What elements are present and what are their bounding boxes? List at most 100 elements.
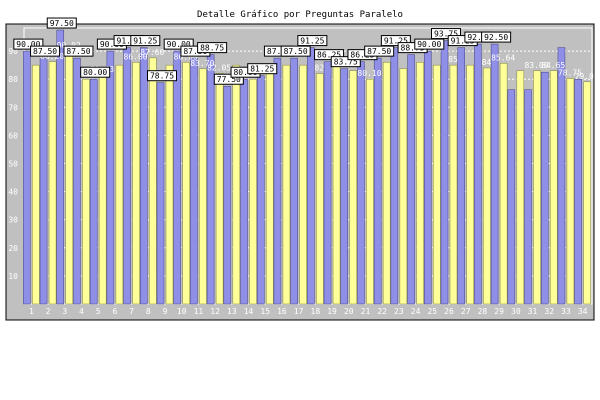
y-tick-label: 90 — [8, 47, 18, 56]
bar-series-b — [249, 78, 257, 305]
x-tick-label: 25 — [427, 307, 437, 316]
data-label-series-a: 92.50 — [484, 33, 508, 42]
x-tick-label: 2 — [46, 307, 51, 316]
data-label-box — [414, 38, 445, 50]
x-tick-label: 15 — [260, 307, 270, 316]
data-label-series-a: 87.50 — [66, 47, 90, 56]
x-tick-label: 1 — [29, 307, 34, 316]
bar-series-b — [382, 62, 391, 305]
data-label-series-b: 86.00 — [174, 52, 198, 61]
data-label-box — [330, 56, 361, 68]
bar-series-b — [499, 63, 508, 305]
x-tick-label: 4 — [79, 307, 84, 316]
data-label-series-a: 91.25 — [117, 37, 141, 46]
bar-series-a — [256, 75, 265, 305]
data-label-series-b: 85.64 — [491, 53, 515, 62]
bar-series-a — [89, 78, 98, 305]
x-tick-label: 14 — [244, 307, 254, 316]
data-label-series-a: 86.25 — [350, 51, 374, 60]
x-tick-label: 19 — [327, 307, 337, 316]
x-tick-label: 26 — [444, 307, 454, 316]
bar-series-a — [156, 82, 165, 305]
x-tick-label: 20 — [344, 307, 354, 316]
bar-series-b — [265, 64, 274, 305]
bar-series-b — [232, 64, 241, 305]
bar-series-b — [199, 68, 207, 305]
x-tick-label: 34 — [578, 307, 588, 316]
data-label-box — [314, 49, 345, 61]
y-tick-label: 80 — [8, 75, 18, 84]
x-tick-label: 3 — [62, 307, 67, 316]
data-label-series-a: 88.75 — [401, 44, 425, 53]
bar-series-b — [149, 57, 157, 305]
bar-series-a — [106, 50, 115, 305]
bar-series-b — [533, 70, 541, 305]
bar-series-a — [407, 54, 415, 305]
bar-series-a — [206, 54, 215, 305]
data-label-box — [431, 28, 461, 40]
data-label-series-a: 92.50 — [467, 33, 491, 42]
data-label-series-a: 88.75 — [200, 44, 224, 53]
y-tick-label: 60 — [8, 131, 18, 140]
x-tick-label: 7 — [129, 307, 134, 316]
x-tick-label: 28 — [478, 307, 488, 316]
bar-series-a — [56, 29, 65, 305]
bar-series-a — [323, 61, 332, 305]
y-tick-label: 30 — [8, 216, 18, 225]
bar-series-a — [190, 57, 198, 305]
data-label-series-a: 87.50 — [284, 47, 308, 56]
data-label-box — [163, 38, 194, 50]
x-tick-label: 24 — [411, 307, 421, 316]
bar-series-b — [215, 73, 224, 305]
data-label-series-b: 82 — [315, 64, 325, 73]
bar-series-b — [466, 64, 474, 305]
data-label-box — [130, 35, 161, 47]
x-tick-label: 32 — [544, 307, 554, 316]
y-tick-label: 70 — [8, 103, 18, 112]
x-tick-label: 30 — [511, 307, 521, 316]
bar-series-a — [123, 47, 131, 305]
bar-series-b — [366, 78, 374, 305]
bar-series-b — [65, 50, 74, 305]
data-label-box — [364, 45, 395, 57]
data-label-box — [63, 45, 94, 57]
data-label-box — [481, 31, 512, 43]
data-label-series-b: 80.10 — [357, 69, 381, 78]
bar-series-b — [115, 64, 124, 305]
bar-series-b — [182, 62, 190, 305]
x-tick-label: 10 — [177, 307, 187, 316]
data-label-series-b: 78.75 — [558, 68, 582, 77]
data-label-series-b: 83.00 — [524, 61, 548, 70]
bar-series-a — [507, 89, 516, 305]
data-label-series-b: 79.07 — [575, 72, 599, 81]
data-label-series-a: 91.25 — [384, 37, 408, 46]
bar-series-a — [73, 57, 81, 305]
bar-series-b — [549, 70, 558, 305]
x-tick-label: 13 — [227, 307, 237, 316]
bar-series-b — [516, 70, 525, 305]
data-label-series-a: 77.50 — [217, 75, 241, 84]
bar-series-a — [23, 50, 31, 305]
bar-series-b — [483, 67, 491, 305]
data-label-series-b: 84 — [482, 58, 492, 67]
bar-series-b — [416, 62, 424, 305]
data-label-series-b: 87.60 — [140, 48, 164, 57]
y-tick-label: 40 — [8, 188, 18, 197]
data-label-series-b: 86.00 — [124, 52, 148, 61]
bar-series-a — [540, 71, 549, 305]
bar-series-a — [457, 47, 465, 305]
bar-series-a — [223, 85, 232, 305]
x-tick-label: 12 — [210, 307, 220, 316]
data-label-series-a: 83.75 — [334, 58, 358, 67]
data-label-series-b: 82.05 — [207, 63, 231, 72]
bar-series-a — [173, 50, 181, 305]
bar-series-b — [82, 78, 90, 305]
y-tick-label: 50 — [8, 160, 18, 169]
x-tick-label: 31 — [528, 307, 538, 316]
data-label-series-b: 85 — [448, 55, 458, 64]
bar-series-b — [349, 70, 358, 305]
bar-series-a — [357, 61, 365, 305]
bar-series-b — [132, 62, 140, 305]
x-tick-label: 11 — [194, 307, 204, 316]
